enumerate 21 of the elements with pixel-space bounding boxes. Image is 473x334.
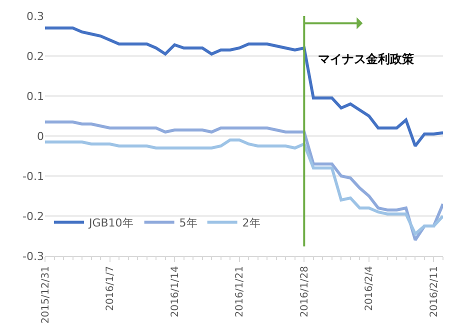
line-series [45,138,443,236]
y-tick-label: -0.3 [22,250,44,263]
y-tick-label: 0.3 [26,10,44,23]
x-tick-label: 2016/1/14 [170,266,181,318]
y-tick-label: -0.2 [22,210,44,223]
legend-label: 2年 [242,216,260,230]
x-tick-label: 2016/1/21 [234,266,246,318]
ref-line-label: マイナス金利政策 [318,52,415,66]
line-series [45,120,443,242]
y-tick-label: 0.2 [26,50,44,63]
x-tick-label: 2016/1/28 [299,266,310,318]
x-tick-label: 2015/12/31 [40,266,52,324]
x-tick-label: 2016/1/7 [105,266,116,311]
legend-label: JGB10年 [88,216,134,230]
y-tick-label: 0 [37,130,44,143]
line-series [45,26,443,148]
y-tick-label: -0.1 [22,170,44,183]
x-tick-label: 2016/2/11 [428,266,440,318]
y-tick-label: 0.1 [26,90,44,103]
x-tick-label: 2016/2/4 [364,266,376,311]
legend-label: 5年 [179,216,198,230]
